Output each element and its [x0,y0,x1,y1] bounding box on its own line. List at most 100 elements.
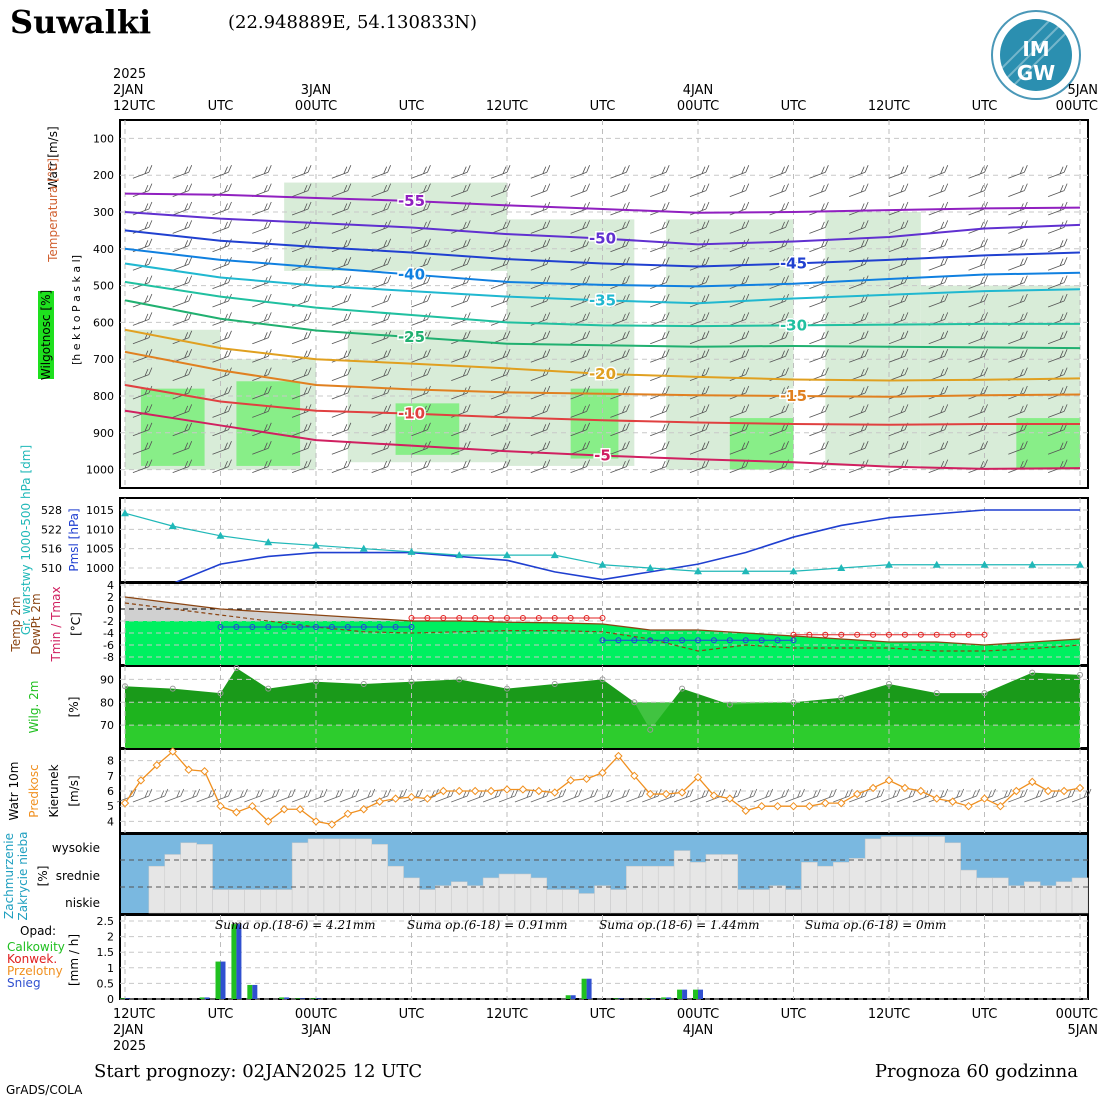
wind-barb [992,788,1012,803]
cloud-bar [482,877,500,914]
wind-barb [371,165,392,179]
wind-barb [849,220,869,234]
axis-utc-label: 00UTC [1056,1007,1098,1022]
wind-marker [805,801,814,811]
wind-barb [673,788,694,803]
cloud-bar [355,838,372,914]
wind-marker [630,771,639,781]
isotherm-line [124,299,1081,350]
humidity-panel: 90 80 70 Wilg. 2m [%] [27,665,1089,749]
wind-marker [327,820,337,829]
wind-barb [689,220,710,234]
pmsl-tick-label: 1010 [86,523,114,536]
wind-barb [650,220,670,234]
wind-barb [809,183,829,197]
wind-marker [1059,786,1069,796]
pressure-tick-label: 400 [93,243,114,256]
wind-barb [291,788,312,803]
extreme-marker [519,615,526,621]
wind-marker [868,783,878,793]
wind-marker [996,801,1005,811]
cloud-bar [228,889,245,914]
temp-tick-label: -2 [103,615,114,628]
wind-barb [252,165,272,179]
humidity-marker [933,690,940,697]
extreme-marker [901,631,908,638]
wind-barb [849,183,869,197]
wind-marker [773,801,782,811]
wind-barb [451,257,471,271]
wind-barb [849,238,869,253]
cloud-label-b: Zakrycie nieba [16,832,30,921]
isotherm-line [124,211,1081,246]
wind-barb [212,788,232,803]
cloud-bar [451,881,468,914]
isotherm-line [124,247,1081,288]
wind-barb [928,293,949,308]
wind-barb [490,165,511,179]
cloud-bar [1008,885,1025,914]
city-title: Suwalki [10,3,151,41]
wind-panel: 8 7 6 5 4 Watr 10m Predkosc Kierunek [m/s] [7,747,1092,834]
wind-barb [769,788,789,803]
wind-barb [212,165,232,179]
wind-barb [650,441,670,455]
precip-bar-total [565,995,571,999]
cloud-bar [403,877,420,914]
wind-barb [411,183,431,197]
isotherm-line [124,409,1081,470]
wind-barb [1008,441,1028,455]
precip-bar-total [295,998,301,999]
isotherm-label: -50 [589,229,616,247]
wind-barb [291,459,312,473]
extreme-marker [695,637,701,644]
wind-barb [809,165,829,179]
wind-marker [757,801,766,811]
wind-barb [371,367,392,381]
precip-bar-snow [300,998,306,999]
wind-barb [331,183,352,197]
cloud-bar [1071,877,1089,914]
wind-marker [1075,783,1085,793]
wind-barb [252,441,272,455]
extreme-marker [424,615,431,621]
wind-barb [594,788,614,803]
cloud-bar [180,842,197,914]
cloud-bar [275,889,293,914]
wind-barb [172,367,193,381]
wind-barb [411,459,431,473]
wind-barb [737,788,758,803]
extreme-marker [758,637,765,644]
humidity-90-area [570,388,619,459]
humidity-marker [838,694,845,701]
wind-barb [132,441,153,455]
isotherm-line [124,383,1080,426]
wind-barb [530,165,551,179]
wind-barb [1008,330,1028,345]
temperature-panel: 420-2-4-6-8 Temp 2m DewPt 2m Tmin / Tmax… [9,579,1089,666]
cloud-bar [1055,881,1073,914]
extreme-marker [599,637,606,644]
cloud-bar [896,836,914,914]
temp-tick-label: -6 [103,639,114,652]
wind-marker [168,747,177,756]
wind-marker [932,794,941,803]
axis-utc-label: UTC [399,99,425,114]
wind-marker [884,776,894,785]
wind-barb [276,788,296,803]
extreme-marker [376,624,383,630]
wind-barb [172,293,193,308]
wind-barb [610,183,630,197]
wind-barb [530,220,551,234]
pmsl-tick-label: 1005 [86,543,114,556]
wind-barb [148,788,169,803]
precip-bar-snow [570,995,576,999]
wind-barb [769,312,789,326]
wind-barb [928,165,949,179]
thickness-marker [837,564,846,571]
wind-barb [244,788,264,803]
cloud-bar [244,889,261,914]
wind-barb [610,220,630,234]
cloud-bar [164,854,181,914]
